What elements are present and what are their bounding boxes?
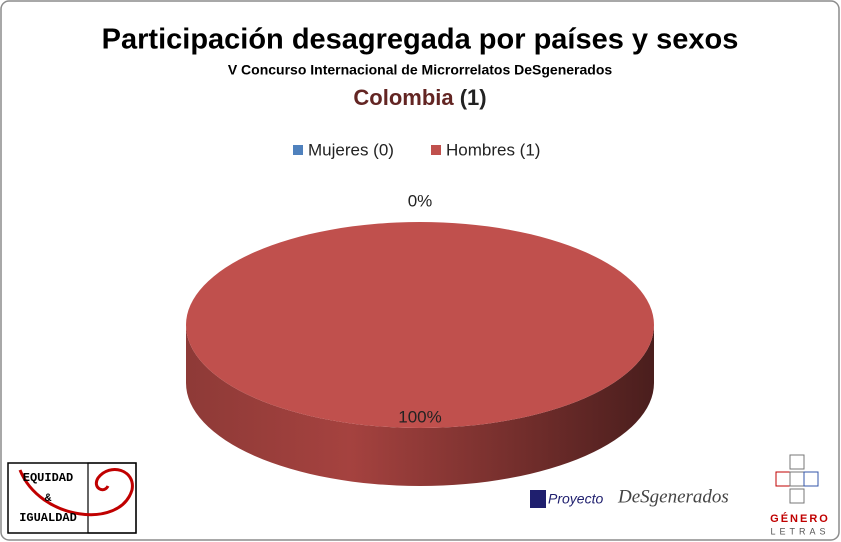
legend: Mujeres (0) Hombres (1) — [293, 140, 540, 159]
logo-text: EQUIDAD — [23, 471, 73, 485]
logo-cube — [789, 454, 805, 470]
chart-heading: Colombia (1) — [353, 85, 486, 110]
chart-title: Participación desagregada por países y s… — [102, 24, 739, 56]
legend-swatch — [293, 145, 303, 155]
pie: 0% 100% — [186, 191, 654, 486]
pie-slice — [186, 222, 654, 428]
legend-label: Hombres (1) — [446, 140, 540, 159]
legend-label: Mujeres (0) — [308, 140, 394, 159]
legend-swatch — [431, 145, 441, 155]
logo-text: LETRAS — [770, 526, 829, 536]
logo-text: DeSgenerados — [617, 486, 729, 507]
logo-box — [7, 462, 137, 534]
logo-text: & — [45, 493, 52, 505]
pie-side — [186, 325, 654, 486]
heading-count: (1) — [460, 85, 487, 110]
logo-cube — [789, 488, 805, 504]
chart-subtitle: V Concurso Internacional de Microrrelato… — [228, 62, 613, 78]
logo-box — [87, 462, 137, 534]
logo-text: Proyecto — [548, 491, 603, 507]
logo-mark — [530, 490, 546, 508]
logo-text: GÉNERO — [770, 512, 830, 525]
heading-country: Colombia — [353, 85, 454, 110]
data-label: 100% — [398, 407, 441, 426]
data-label: 0% — [408, 191, 433, 210]
logo-cube — [803, 471, 819, 487]
logo-genero: GÉNERO LETRAS — [770, 454, 830, 536]
logo-proyecto: Proyecto DeSgenerados — [530, 486, 729, 508]
logo-equidad: EQUIDAD & IGUALDAD — [7, 462, 137, 534]
logo-spiral — [18, 468, 134, 517]
logo-text: IGUALDAD — [19, 511, 77, 525]
